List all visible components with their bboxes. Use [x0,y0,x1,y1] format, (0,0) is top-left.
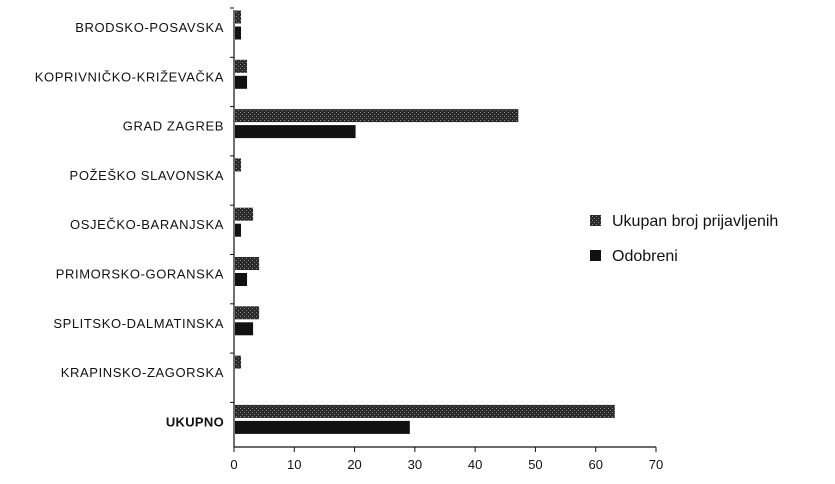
bar-odobreni [235,420,410,434]
bar-odobreni [235,273,248,286]
bar-odobreni [235,322,254,336]
category-label: KRAPINSKO-ZAGORSKA [61,365,224,380]
x-tick-label: 60 [588,457,602,472]
x-tick-label: 10 [287,457,301,472]
category-label: BRODSKO-POSAVSKA [75,20,224,35]
chart-legend: Ukupan broj prijavljenih Odobreni [590,213,778,265]
chart-axes [230,7,656,448]
x-tick-label: 20 [347,457,361,472]
bar-odobreni [235,223,242,237]
bar-ukupan [235,355,242,369]
legend-label: Odobreni [612,248,678,265]
bar-ukupan [235,59,248,73]
bar-ukupan [235,158,242,172]
category-label: GRAD ZAGREB [123,119,224,134]
x-axis-ticks: 0 10 20 30 40 50 60 70 [230,447,663,472]
chart-bars [235,10,615,434]
category-label: UKUPNO [166,414,224,429]
bar-odobreni [235,26,242,40]
x-tick-label: 30 [408,457,422,472]
category-label: OSJEČKO-BARANJSKA [70,217,224,232]
legend-swatch [590,250,601,261]
bar-odobreni [235,75,248,89]
category-label: SPLITSKO-DALMATINSKA [53,316,224,331]
bar-ukupan [235,207,254,221]
category-label: PRIMORSKO-GORANSKA [56,267,224,282]
bar-ukupan [235,404,615,418]
x-tick-label: 70 [649,457,663,472]
category-labels: BRODSKO-POSAVSKA KOPRIVNIČKO-KRIŽEVAČKA GR… [35,20,224,429]
bar-ukupan [235,257,260,270]
bar-odobreni [235,125,356,139]
legend-swatch [590,215,601,226]
legend-label: Ukupan broj prijavljenih [612,213,778,230]
bar-ukupan [235,10,242,24]
bar-ukupan [235,109,519,123]
category-label: KOPRIVNIČKO-KRIŽEVAČKA [35,69,224,84]
x-tick-label: 0 [230,457,237,472]
x-tick-label: 50 [528,457,542,472]
x-tick-label: 40 [468,457,482,472]
bar-ukupan [235,306,260,320]
category-label: POŽEŠKO SLAVONSKA [70,168,224,183]
